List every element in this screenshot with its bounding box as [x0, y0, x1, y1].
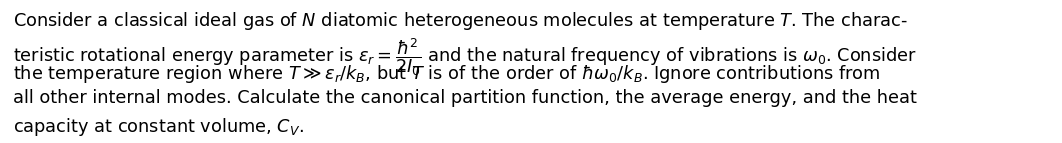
Text: teristic rotational energy parameter is $\epsilon_r = \dfrac{\hbar^2}{2I_0}$ and: teristic rotational energy parameter is … [13, 36, 917, 78]
Text: capacity at constant volume, $C_V$.: capacity at constant volume, $C_V$. [13, 116, 304, 138]
Text: all other internal modes. Calculate the canonical partition function, the averag: all other internal modes. Calculate the … [13, 89, 917, 107]
Text: Consider a classical ideal gas of $N$ diatomic heterogeneous molecules at temper: Consider a classical ideal gas of $N$ di… [13, 10, 908, 32]
Text: the temperature region where $T \gg \epsilon_r/k_B$, but $T$ is of the order of : the temperature region where $T \gg \eps… [13, 63, 880, 85]
